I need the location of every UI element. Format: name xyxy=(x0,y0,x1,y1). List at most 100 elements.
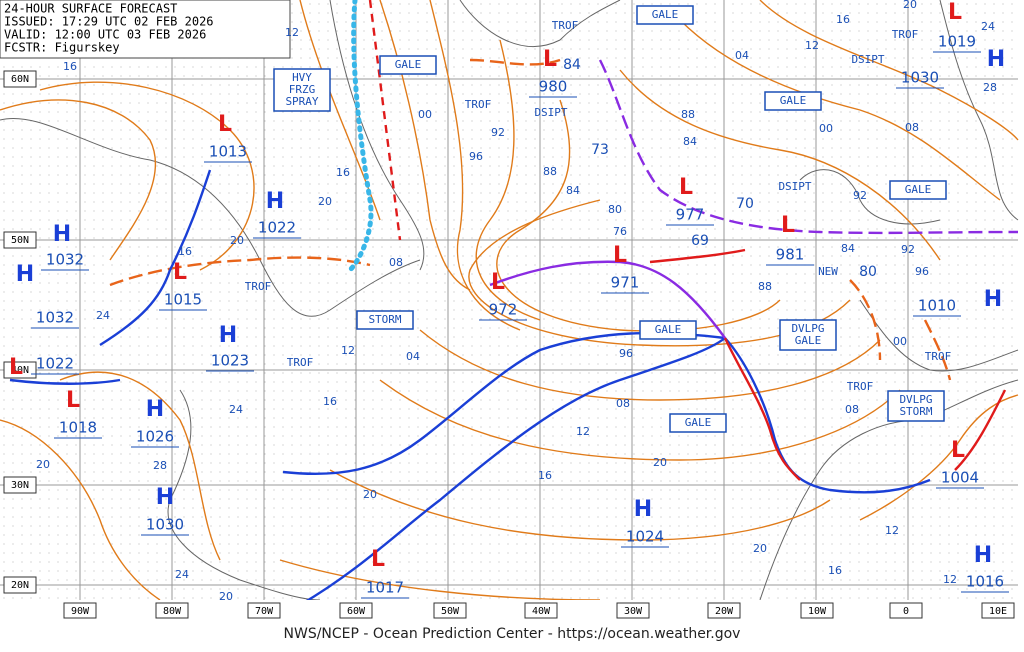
isobar-label: 84 xyxy=(566,184,580,197)
header-line: VALID: 12:00 UTC 03 FEB 2026 xyxy=(4,28,206,42)
warning-text: STORM xyxy=(899,405,932,418)
isobar-label: 12 xyxy=(805,39,819,52)
lon-label: 40W xyxy=(532,606,551,617)
center-pressure: 1017 xyxy=(366,579,404,597)
low-symbol: L xyxy=(781,213,795,238)
lon-label: 60W xyxy=(347,606,366,617)
warning-text: DVLPG xyxy=(899,393,932,406)
center-pressure: 1016 xyxy=(966,573,1004,591)
feature-label: DSIPT xyxy=(851,53,884,66)
lon-label-box xyxy=(433,602,467,619)
warning-box xyxy=(379,55,437,75)
lat-label: 40N xyxy=(11,365,29,376)
low-symbol: L xyxy=(543,47,557,72)
center-pressure: 1022 xyxy=(258,219,296,237)
label-strip xyxy=(0,600,1018,622)
isobar-label: 04 xyxy=(735,49,749,62)
feature-label: NEW xyxy=(818,265,838,278)
fronts xyxy=(9,0,1019,607)
lat-label-box xyxy=(3,70,37,88)
isobar-label: 08 xyxy=(905,121,919,134)
lon-label: 70W xyxy=(255,606,274,617)
feature-label: DSIPT xyxy=(778,180,811,193)
feature-label: TROF xyxy=(847,380,874,393)
warning-text: FRZG xyxy=(289,83,316,96)
isobar-label: 16 xyxy=(828,564,842,577)
isobar-label: 92 xyxy=(853,189,867,202)
isobar-label: 16 xyxy=(178,245,192,258)
isobar-label: 08 xyxy=(389,256,403,269)
isobar-label: 12 xyxy=(285,26,299,39)
low-symbol: L xyxy=(491,270,505,295)
lon-label-box xyxy=(524,602,558,619)
isobar-label: 12 xyxy=(341,344,355,357)
high-symbol: H xyxy=(984,287,1002,312)
isobar-label: 16 xyxy=(836,13,850,26)
low-symbol: L xyxy=(679,175,693,200)
center-pressure: 1026 xyxy=(136,428,174,446)
isobar-label: 80 xyxy=(608,203,622,216)
center-pressure: 1015 xyxy=(164,291,202,309)
center-pressure: 980 xyxy=(539,78,568,96)
isobar-label: 20 xyxy=(318,195,332,208)
isobar-label: 96 xyxy=(469,150,483,163)
lon-label-box xyxy=(339,602,373,619)
high-symbol: H xyxy=(987,47,1005,72)
center-pressure: 972 xyxy=(489,301,518,319)
center-pressure: 1030 xyxy=(146,516,184,534)
feature-label: TROF xyxy=(552,19,579,32)
center-pressure: 977 xyxy=(676,206,705,224)
low-symbol: L xyxy=(9,355,23,380)
warning-box xyxy=(636,5,694,25)
warning-text: GALE xyxy=(655,323,682,336)
lon-label: 0 xyxy=(903,606,909,617)
feature-label: TROF xyxy=(245,280,272,293)
low-symbol: L xyxy=(218,112,232,137)
isobar-label: 12 xyxy=(943,573,957,586)
isobar-label: 28 xyxy=(983,81,997,94)
isobar-label: 08 xyxy=(616,397,630,410)
header-line: 24-HOUR SURFACE FORECAST xyxy=(4,2,177,16)
warning-box xyxy=(273,68,331,112)
coastlines xyxy=(0,0,1019,601)
warning-text: GALE xyxy=(652,8,679,21)
isobar-label: 16 xyxy=(538,469,552,482)
isobar-label: 12 xyxy=(576,425,590,438)
isobar-label: 04 xyxy=(406,350,420,363)
center-pressure: 971 xyxy=(611,274,640,292)
isobar-label: 24 xyxy=(229,403,243,416)
isobar-label: 88 xyxy=(543,165,557,178)
forecast-pressure: 84 xyxy=(563,57,581,73)
isobar-label: 24 xyxy=(981,20,995,33)
isobar-label: 20 xyxy=(653,456,667,469)
center-pressure: 1024 xyxy=(626,528,664,546)
isobar-label: 00 xyxy=(418,108,432,121)
lon-label-box xyxy=(247,602,281,619)
isobar-label: 24 xyxy=(175,568,189,581)
feature-label: TROF xyxy=(465,98,492,111)
center-pressure: 1004 xyxy=(941,469,979,487)
isobar-label: 88 xyxy=(681,108,695,121)
isobar-label: 20 xyxy=(363,488,377,501)
lon-label-box xyxy=(616,602,650,619)
center-pressure: 1019 xyxy=(938,33,976,51)
high-symbol: H xyxy=(146,397,164,422)
warning-box xyxy=(639,320,697,340)
forecast-pressure: 69 xyxy=(691,233,709,249)
lon-label: 30W xyxy=(624,606,643,617)
feature-label: DSIPT xyxy=(534,106,567,119)
lon-label-box xyxy=(889,602,923,619)
lon-label: 10E xyxy=(989,606,1007,617)
forecast-pressure: 70 xyxy=(736,196,754,212)
lon-label: 80W xyxy=(163,606,182,617)
lat-label: 20N xyxy=(11,580,29,591)
isobar-label: 84 xyxy=(841,242,855,255)
isobar-label: 20 xyxy=(903,0,917,11)
isobar-label: 00 xyxy=(893,335,907,348)
warning-text: GALE xyxy=(905,183,932,196)
warning-text: GALE xyxy=(780,94,807,107)
warning-box xyxy=(669,413,727,433)
center-pressure: 1013 xyxy=(209,143,247,161)
warning-box xyxy=(764,91,822,111)
